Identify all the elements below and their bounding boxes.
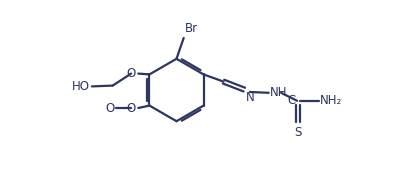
Text: S: S [295, 126, 302, 139]
Text: O: O [127, 102, 136, 114]
Text: NH₂: NH₂ [320, 94, 343, 107]
Text: C: C [288, 94, 296, 107]
Text: O: O [127, 67, 136, 80]
Text: NH: NH [270, 86, 287, 99]
Text: O: O [106, 102, 115, 114]
Text: Br: Br [185, 22, 198, 35]
Text: N: N [245, 91, 254, 104]
Text: HO: HO [71, 80, 89, 93]
